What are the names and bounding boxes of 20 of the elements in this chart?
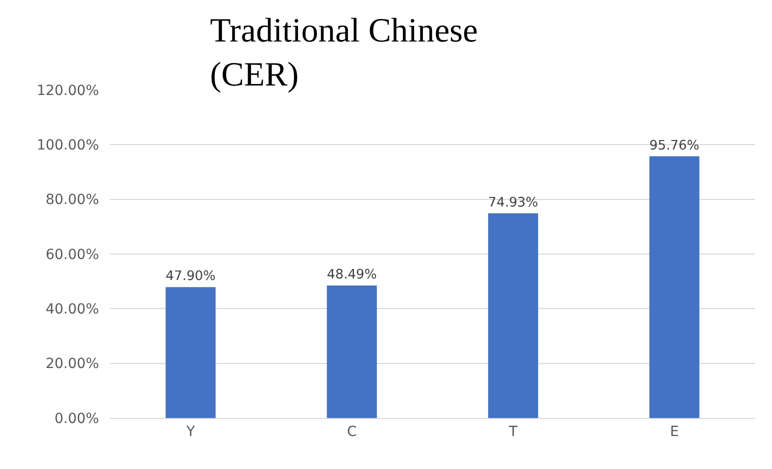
y-tick-label: 0.00%	[54, 410, 99, 427]
data-label: 95.76%	[649, 138, 700, 154]
x-tick-label: E	[670, 424, 679, 440]
y-tick-label: 60.00%	[46, 246, 99, 263]
y-tick-label: 20.00%	[46, 356, 99, 372]
chart-title: Traditional Chinese (CER)	[210, 12, 478, 94]
y-tick-label: 40.00%	[46, 302, 99, 318]
x-tick-label: Y	[185, 424, 196, 440]
y-tick-label: 120.00%	[36, 82, 99, 99]
data-label: 48.49%	[326, 268, 377, 283]
bar	[326, 285, 377, 418]
y-tick-label: 80.00%	[46, 192, 99, 208]
bar	[166, 287, 216, 418]
data-label: 47.90%	[166, 269, 216, 284]
bar	[488, 213, 538, 418]
data-label: 74.93%	[488, 195, 538, 210]
y-tick-label: 100.00%	[36, 138, 99, 154]
x-tick-label: C	[346, 424, 357, 440]
bar	[649, 156, 700, 418]
x-tick-label: T	[508, 424, 518, 440]
